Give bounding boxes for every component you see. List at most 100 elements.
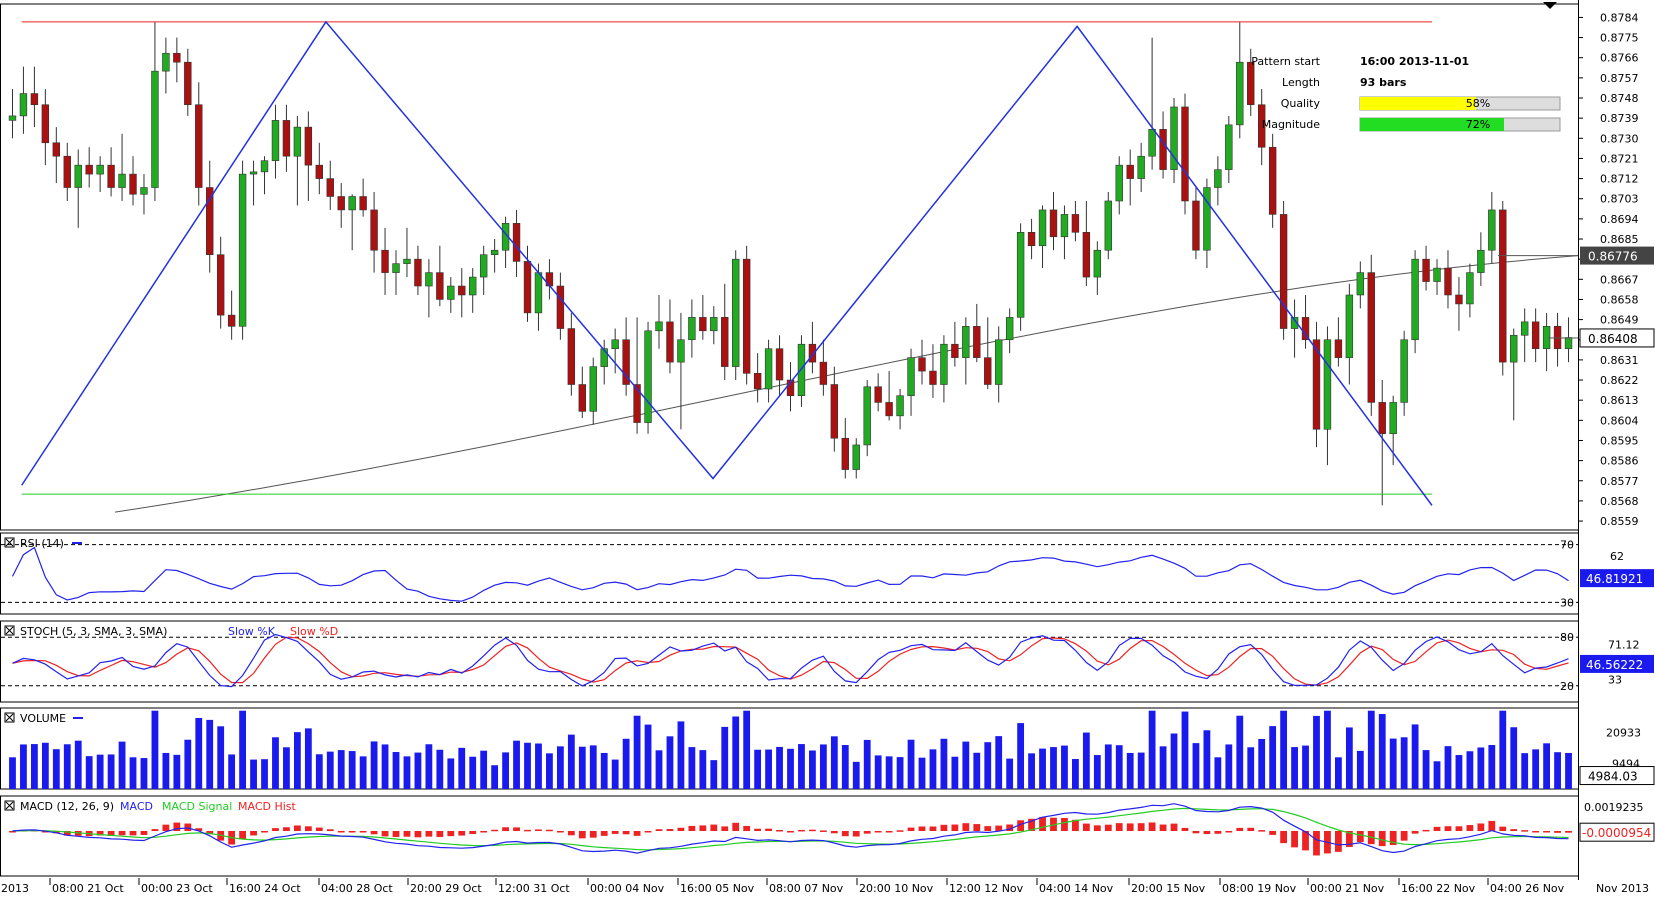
candle-body xyxy=(63,155,71,188)
candle-body xyxy=(885,402,893,417)
volume-bar xyxy=(1466,751,1474,789)
volume-bar xyxy=(1126,752,1134,789)
corner-arrow-icon xyxy=(1543,2,1557,9)
volume-bar xyxy=(359,756,367,789)
volume-bar xyxy=(535,743,542,789)
macd-hist-bar xyxy=(1039,816,1046,831)
candle-body xyxy=(271,120,280,161)
macd-hist-bar xyxy=(973,824,981,831)
macd-hist-bar xyxy=(1148,822,1156,831)
volume-bar xyxy=(403,756,411,789)
volume-bar xyxy=(1236,715,1244,789)
candle-body xyxy=(85,164,93,175)
stoch-value-label: 46.56222 xyxy=(1586,658,1643,672)
price-tick-label: 0.8658 xyxy=(1600,293,1639,306)
time-tick-label: 00:00 23 Oct xyxy=(141,882,213,895)
macd-hist-bar xyxy=(151,829,159,831)
macd-hist-bar xyxy=(546,829,553,832)
pattern-info-bar-fill xyxy=(1360,118,1504,131)
candle-body xyxy=(1411,258,1419,341)
candle-body xyxy=(940,343,948,385)
volume-bar xyxy=(447,758,455,789)
volume-bar xyxy=(436,749,444,789)
macd-hist-bar xyxy=(250,831,257,836)
volume-bar xyxy=(524,742,531,789)
candle-body xyxy=(30,93,39,106)
candle-body xyxy=(1356,272,1365,296)
macd-hist-bar xyxy=(1466,825,1474,831)
macd-hist-bar xyxy=(1510,829,1518,831)
macd-hist-bar xyxy=(535,829,542,831)
stoch-legend-entry: Slow %K xyxy=(228,625,276,638)
macd-hist-bar xyxy=(458,831,466,836)
macd-hist-bar xyxy=(1159,824,1167,831)
candle-body xyxy=(403,258,411,264)
candle-body xyxy=(1049,209,1058,238)
volume-bar xyxy=(63,744,71,789)
pattern-info-label: Pattern start xyxy=(1251,55,1320,68)
candle-body xyxy=(797,343,806,397)
macd-hist-bar xyxy=(798,829,805,832)
candle-body xyxy=(622,339,630,385)
pattern-info-label: Magnitude xyxy=(1262,118,1321,131)
candle-body xyxy=(863,386,871,446)
candle-body xyxy=(666,321,674,363)
macd-hist-bar xyxy=(1543,831,1551,833)
volume-bar xyxy=(809,750,816,789)
stoch-close-icon-cross xyxy=(5,626,14,635)
time-tick-label: 04:00 28 Oct xyxy=(321,882,393,895)
volume-bar xyxy=(973,752,981,789)
macd-hist-bar xyxy=(63,831,71,836)
macd-hist-bar xyxy=(677,827,685,831)
stoch-k-line xyxy=(12,633,1569,688)
volume-bar xyxy=(1302,745,1309,789)
macd-hist-bar xyxy=(896,830,904,832)
pattern-info-bar-fill xyxy=(1360,97,1476,110)
macd-hist-bar xyxy=(283,827,290,831)
macd-hist-bar xyxy=(184,823,192,831)
volume-bar xyxy=(546,753,553,789)
volume-bar xyxy=(392,752,400,789)
stoch-value-box xyxy=(1580,654,1654,673)
candle-body xyxy=(1257,104,1266,148)
stoch-axis-label: 80 xyxy=(1560,631,1574,644)
macd-hist-bar xyxy=(1269,831,1277,835)
volume-bar xyxy=(1521,753,1529,789)
macd-hist-bar xyxy=(513,827,520,831)
candle-body xyxy=(348,196,356,211)
volume-bar xyxy=(611,759,619,789)
candle-body xyxy=(107,164,115,188)
macd-hist-bar xyxy=(1521,830,1529,832)
volume-bar xyxy=(622,738,630,789)
candle-body xyxy=(140,187,148,195)
ma-price-label: 0.86776 xyxy=(1588,250,1638,264)
time-tick-label: Nov 2013 xyxy=(1596,882,1649,895)
price-tick-label: 0.8775 xyxy=(1600,32,1639,45)
candle-body xyxy=(841,437,849,470)
volume-bar xyxy=(1291,747,1298,789)
volume-bar xyxy=(348,751,356,789)
volume-bar xyxy=(754,749,762,789)
rsi-title: RSI (14) xyxy=(20,537,64,550)
macd-hist-bar xyxy=(962,823,970,831)
volume-bar xyxy=(787,748,794,789)
candle-body xyxy=(1060,214,1069,238)
macd-hist-bar xyxy=(830,831,838,834)
candle-body xyxy=(173,52,181,63)
macd-hist-bar xyxy=(524,829,531,832)
volume-bar xyxy=(1006,758,1014,789)
price-tick-label: 0.8730 xyxy=(1600,132,1639,145)
time-tick-label: 04:00 14 Nov xyxy=(1039,882,1114,895)
macd-hist-bar xyxy=(1356,831,1364,843)
volume-bar xyxy=(1269,726,1277,789)
volume-bar xyxy=(1072,759,1079,789)
macd-hist-bar xyxy=(348,831,356,833)
macd-hist-bar xyxy=(1532,831,1540,833)
moving-average-line xyxy=(114,255,1579,513)
candle-body xyxy=(1027,232,1036,247)
candle-body xyxy=(1279,214,1288,329)
candle-body xyxy=(227,314,236,327)
candle-body xyxy=(1312,339,1321,430)
candle-body xyxy=(852,444,860,470)
volume-bar xyxy=(1061,745,1068,789)
